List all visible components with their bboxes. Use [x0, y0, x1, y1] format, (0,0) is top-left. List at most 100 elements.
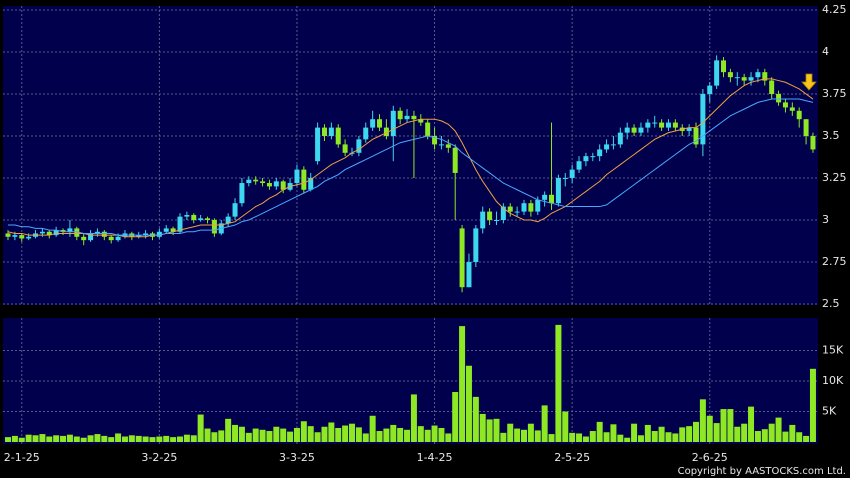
candle-body	[390, 110, 396, 136]
volume-bar	[397, 427, 404, 442]
volume-bar	[651, 431, 658, 442]
volume-bar	[782, 431, 789, 442]
volume-bar	[404, 429, 411, 442]
candle-body	[156, 231, 162, 237]
candle-body	[610, 144, 616, 146]
volume-bar	[748, 406, 755, 442]
volume-bar	[211, 432, 218, 442]
x-tick-label: 2-1-25	[4, 451, 40, 464]
volume-bar	[321, 426, 328, 442]
candle-body	[74, 228, 80, 237]
volume-bar	[809, 368, 816, 442]
candle-body	[514, 211, 520, 213]
candle-body	[466, 262, 472, 288]
candle-body	[404, 115, 410, 120]
volume-bar	[156, 436, 163, 442]
volume-bar	[417, 426, 424, 442]
candle-body	[88, 233, 94, 241]
candle-body	[342, 144, 348, 153]
candle-body	[328, 127, 334, 136]
candle-body	[583, 156, 589, 162]
y-tick-label: 5K	[822, 405, 837, 418]
volume-bar	[617, 434, 624, 442]
volume-bar	[665, 432, 672, 442]
candle-body	[191, 214, 197, 220]
volume-bar	[87, 435, 94, 442]
candle-body	[411, 115, 417, 120]
candle-body	[418, 119, 424, 123]
candle-body	[211, 220, 217, 234]
candle-body	[432, 136, 438, 145]
candle-body	[94, 231, 100, 234]
candle-body	[741, 77, 747, 81]
volume-bar	[121, 436, 128, 442]
candle-body	[246, 179, 252, 184]
volume-bar	[376, 431, 383, 442]
volume-bar	[197, 414, 204, 442]
y-tick-label: 3.75	[822, 87, 847, 100]
volume-bar	[142, 436, 149, 442]
candle-body	[535, 199, 541, 212]
volume-bar	[803, 435, 810, 442]
volume-bar	[245, 432, 252, 442]
ma-line	[8, 98, 814, 236]
volume-bar	[465, 365, 472, 442]
volume-bar	[541, 405, 548, 442]
volume-bar	[328, 422, 335, 442]
candle-body	[26, 236, 32, 239]
candle-body	[232, 203, 238, 217]
candle-body	[383, 127, 389, 136]
x-tick-label: 2-6-25	[692, 451, 728, 464]
volume-bar	[624, 437, 631, 442]
volume-bar	[754, 431, 761, 442]
candle-body	[184, 214, 190, 217]
y-tick-label: 2.75	[822, 255, 847, 268]
volume-bar	[493, 418, 500, 442]
volume-bar	[514, 428, 521, 442]
candle-body	[445, 144, 451, 148]
volume-bar	[266, 431, 273, 442]
candle-body	[624, 127, 630, 133]
candle-body	[377, 119, 383, 128]
volume-bar	[644, 424, 651, 442]
candle-body	[500, 206, 506, 220]
candle-body	[101, 231, 107, 237]
candle-body	[549, 194, 555, 204]
volume-bar	[761, 429, 768, 442]
candle-body	[294, 169, 300, 184]
volume-bar	[569, 432, 576, 442]
volume-bar	[706, 415, 713, 442]
volume-bar	[534, 430, 541, 442]
candle-body	[473, 228, 479, 262]
arrow-icon	[801, 73, 817, 91]
volume-bar	[637, 435, 644, 442]
y-tick-label: 3	[822, 213, 829, 226]
candle-body	[714, 60, 720, 86]
volume-bar	[424, 429, 431, 442]
candle-body	[60, 230, 66, 232]
volume-bar	[349, 423, 355, 442]
volume-bar	[238, 426, 245, 442]
candle-body	[225, 216, 231, 224]
volume-bar	[459, 326, 466, 442]
candle-body	[19, 235, 25, 239]
volume-bar	[73, 436, 80, 442]
candle-body	[452, 147, 458, 173]
volume-bar	[190, 435, 197, 442]
candle-body	[576, 161, 582, 170]
volume-bar	[135, 435, 142, 442]
volume-bar	[362, 433, 369, 442]
volume-bar	[128, 435, 135, 442]
candle-body	[659, 122, 665, 128]
volume-bar	[60, 435, 67, 442]
candle-body	[700, 94, 706, 145]
volume-bar	[177, 436, 183, 442]
volume-bar	[789, 424, 796, 442]
volume-bar	[699, 399, 706, 442]
volume-bar	[287, 431, 294, 442]
volume-bar	[521, 429, 527, 442]
candle-body	[315, 127, 321, 162]
y-tick-label: 4.25	[822, 3, 847, 16]
volume-bar	[183, 434, 190, 442]
volume-bar	[555, 324, 562, 442]
